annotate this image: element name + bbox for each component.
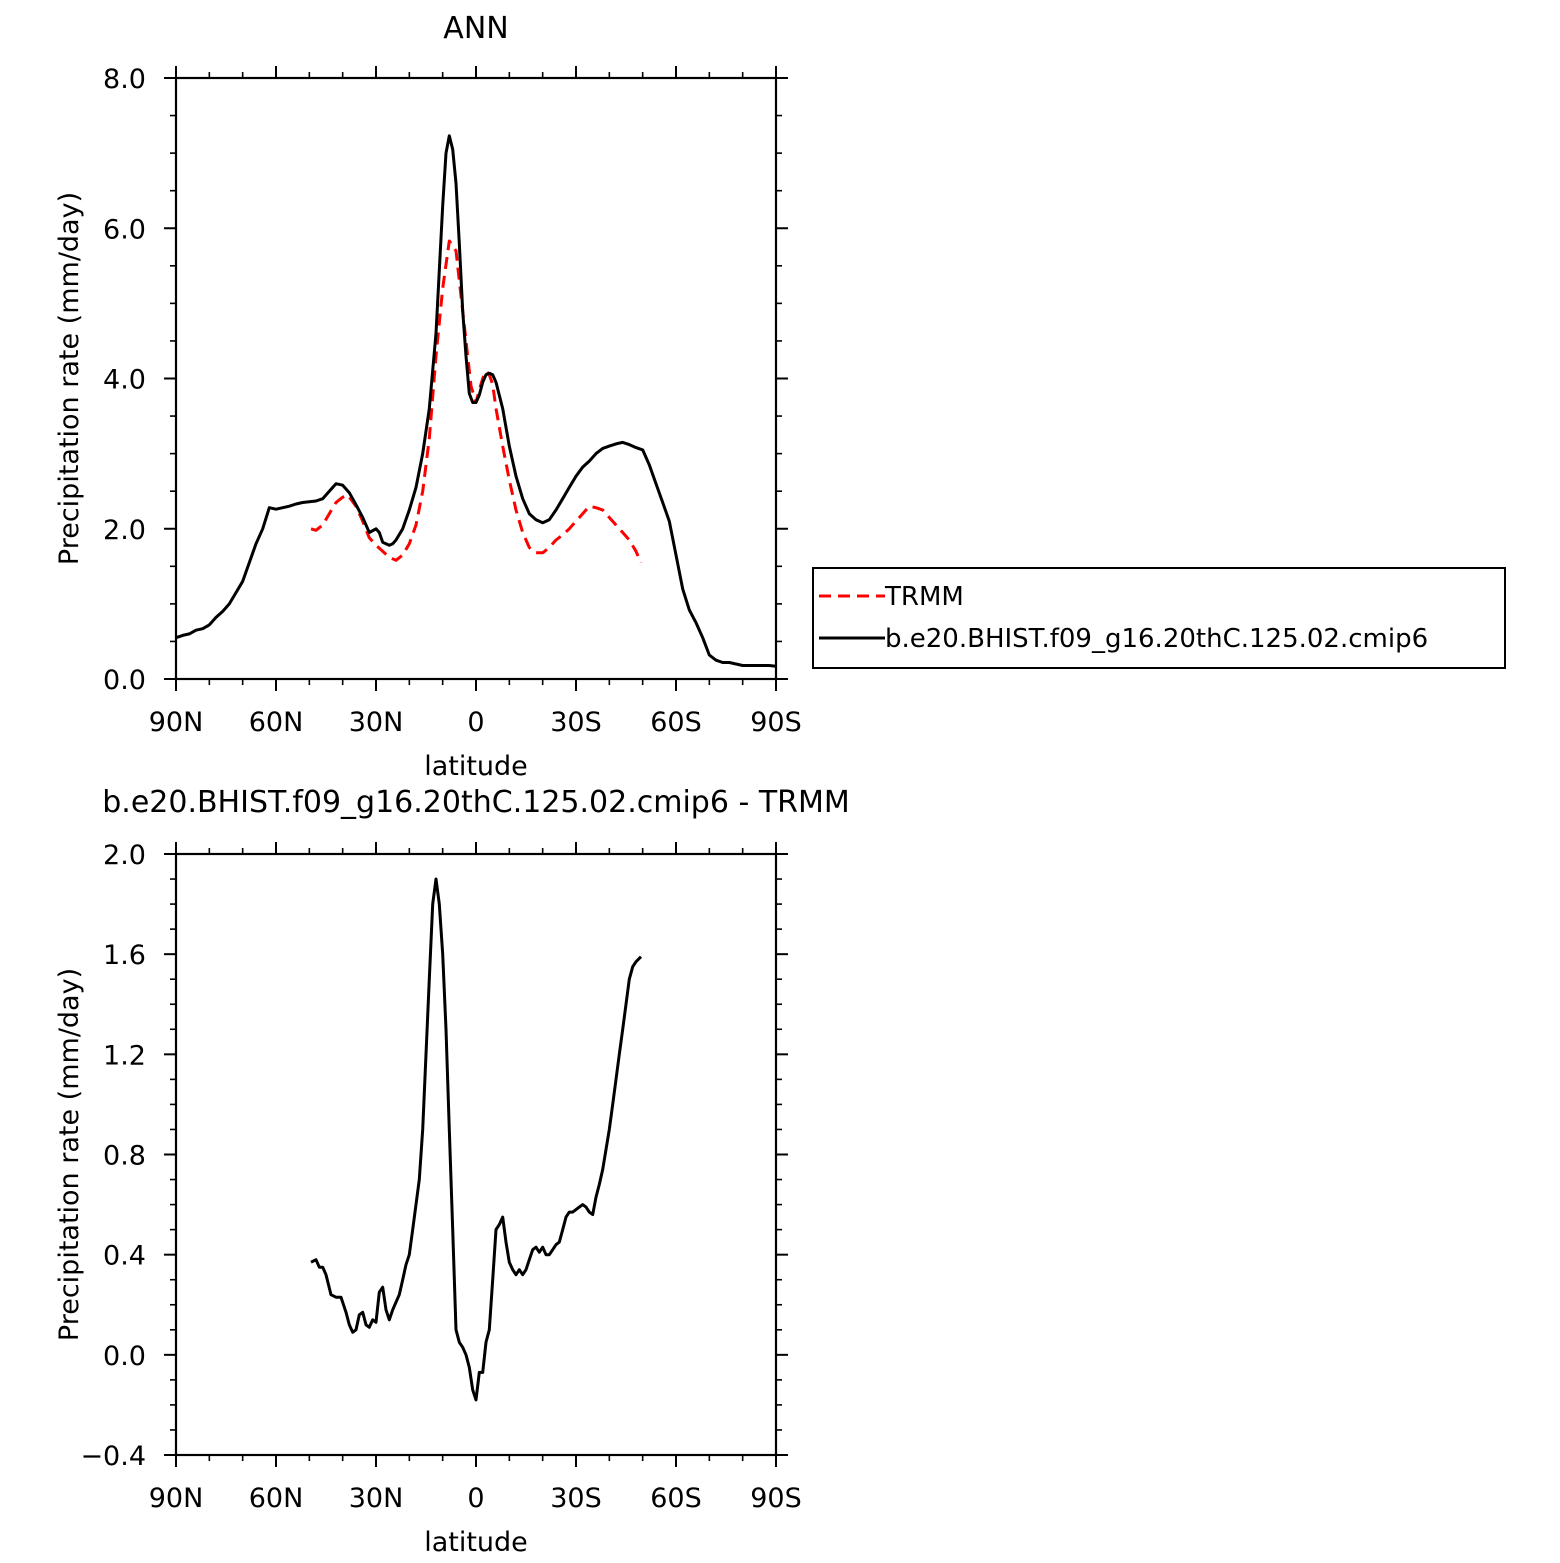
x-tick-label: 60N xyxy=(249,1483,304,1514)
y-tick-label: 2.0 xyxy=(103,840,146,871)
y-tick-label: 1.2 xyxy=(103,1040,146,1071)
y-tick-label: 4.0 xyxy=(103,365,146,396)
legend-entry: b.e20.BHIST.f09_g16.20thC.125.02.cmip6 xyxy=(885,624,1428,654)
y-tick-label: 1.6 xyxy=(103,940,146,971)
chart-panel-difference: b.e20.BHIST.f09_g16.20thC.125.02.cmip6 -… xyxy=(54,785,850,1558)
legend-box xyxy=(812,567,1506,669)
x-tick-label: 0 xyxy=(467,1483,484,1514)
x-tick-label: 60N xyxy=(249,707,304,738)
x-tick-label: 60S xyxy=(650,707,702,738)
y-tick-label: 8.0 xyxy=(103,64,146,95)
series-line xyxy=(175,134,777,668)
chart-panel-mean: ANN 90N 60N 30N 0 30S 60S 90S 0.0 2.0 4.0 6.0 8.0 lat… xyxy=(54,11,1506,782)
x-tick-label: 0 xyxy=(467,707,484,738)
x-tick-label: 90S xyxy=(750,1483,802,1514)
series-line xyxy=(310,877,643,1402)
y-tick-label: 0.0 xyxy=(103,665,146,696)
x-tick-label: 30S xyxy=(550,1483,602,1514)
y-tick-label: 0.0 xyxy=(103,1341,146,1372)
x-tick-label: 30N xyxy=(349,707,404,738)
x-axis-label: latitude xyxy=(424,1527,528,1558)
x-axis-label: latitude xyxy=(424,751,528,782)
x-tick-label: 90N xyxy=(149,707,204,738)
plot-frame xyxy=(174,76,778,681)
plot-frame xyxy=(174,852,778,1457)
x-tick-label: 90N xyxy=(149,1483,204,1514)
y-axis-label: Precipitation rate (mm/day) xyxy=(54,968,85,1341)
y-tick-label: 0.8 xyxy=(103,1141,146,1172)
x-tick-label: 90S xyxy=(750,707,802,738)
x-tick-label: 60S xyxy=(650,1483,702,1514)
y-tick-label: −0.4 xyxy=(80,1441,146,1472)
y-tick-label: 2.0 xyxy=(103,515,146,546)
x-tick-label: 30S xyxy=(550,707,602,738)
legend-entry: TRMM xyxy=(884,582,964,612)
x-tick-label: 30N xyxy=(349,1483,404,1514)
y-axis-label: Precipitation rate (mm/day) xyxy=(54,192,85,565)
chart-title: b.e20.BHIST.f09_g16.20thC.125.02.cmip6 -… xyxy=(102,785,850,820)
series-line xyxy=(310,239,643,564)
y-tick-label: 6.0 xyxy=(103,214,146,245)
y-tick-label: 0.4 xyxy=(103,1241,146,1272)
chart-title: ANN xyxy=(443,11,508,46)
